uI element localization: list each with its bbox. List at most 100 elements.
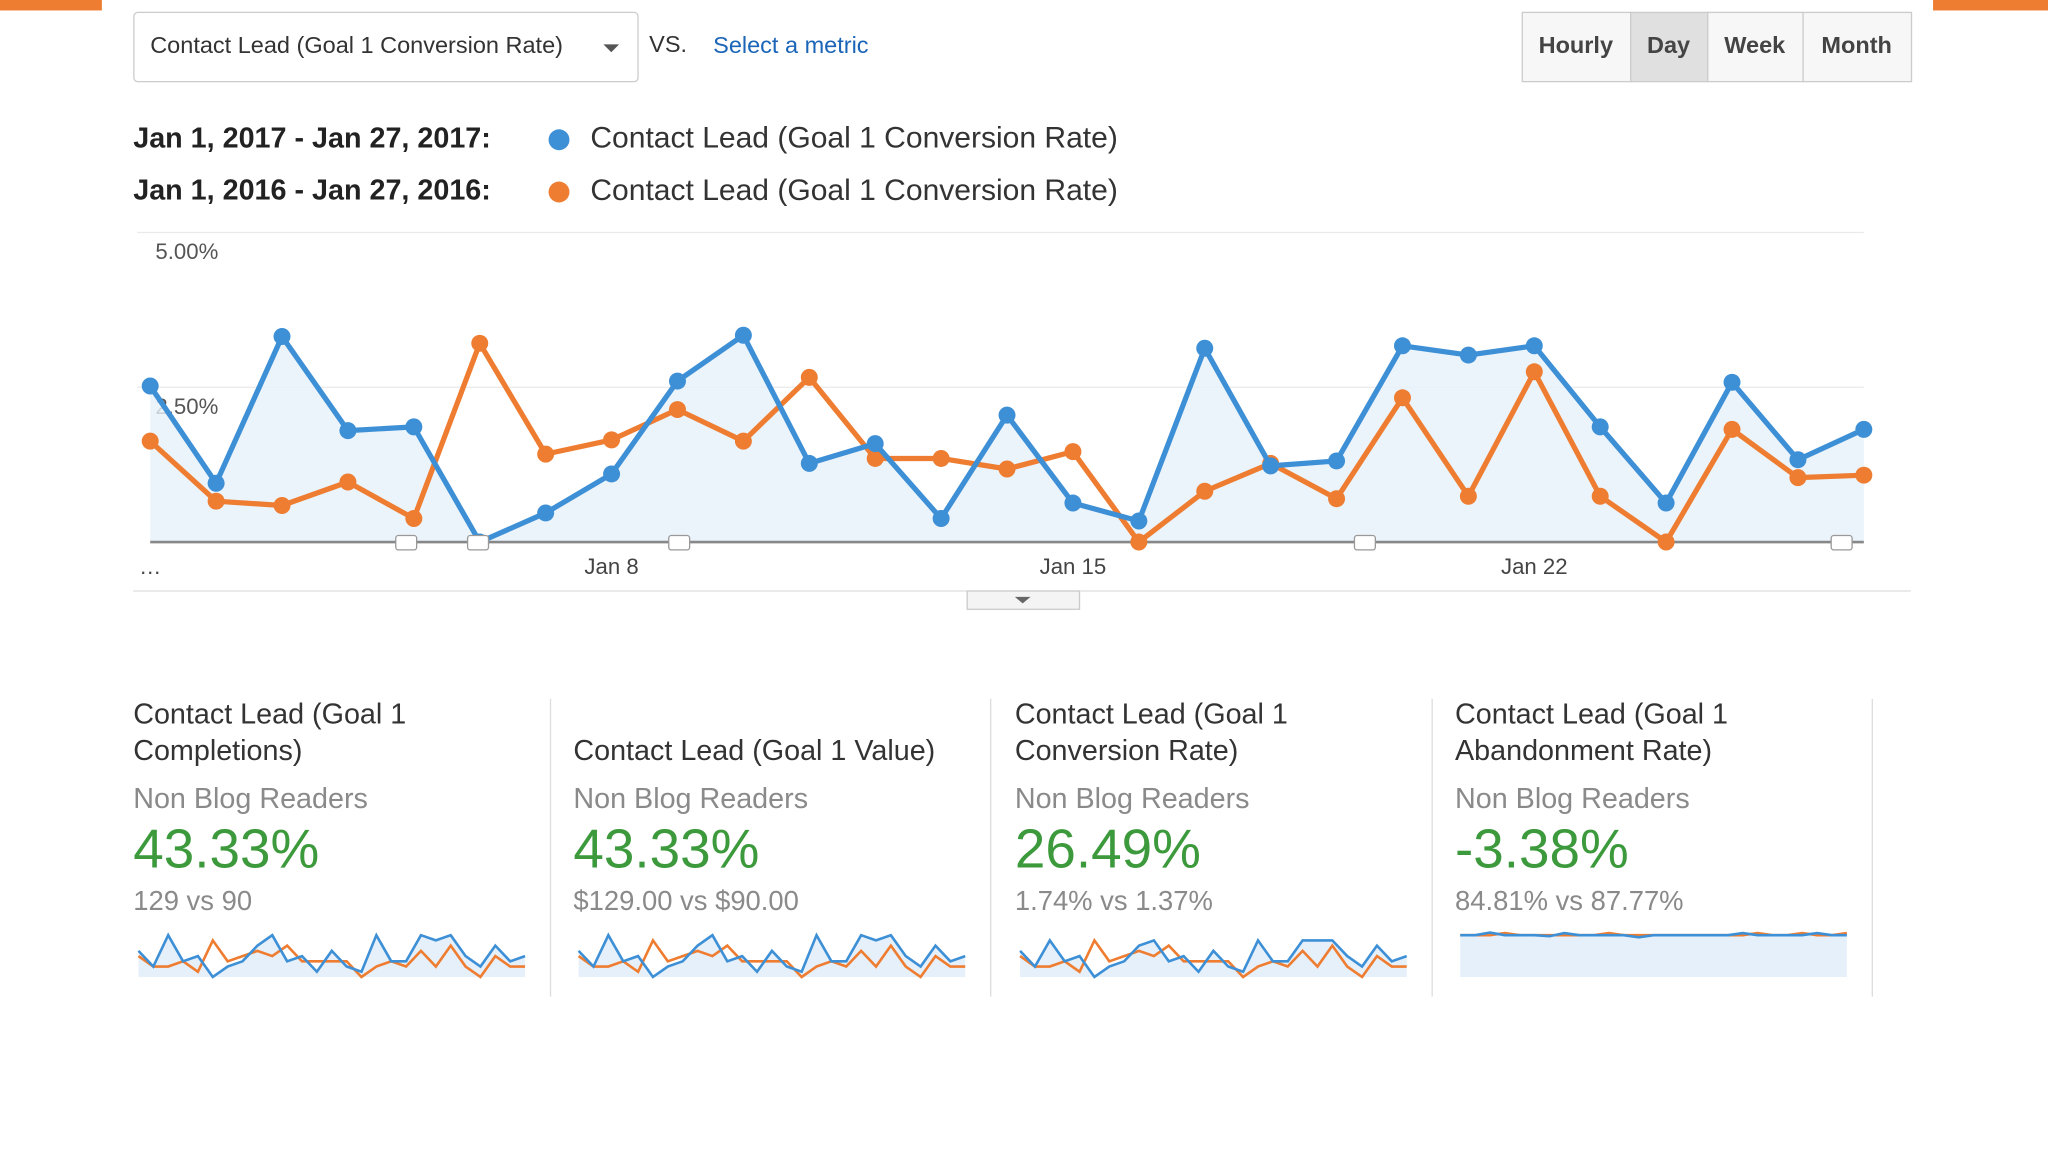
interval-button-label[interactable]: Day: [1647, 32, 1690, 58]
dropdown-caret: [603, 44, 620, 53]
data-point[interactable]: [273, 328, 291, 345]
data-point[interactable]: [866, 435, 884, 453]
data-point[interactable]: [1459, 487, 1477, 505]
data-point[interactable]: [1723, 420, 1741, 438]
data-point[interactable]: [1262, 457, 1280, 475]
data-point[interactable]: [1064, 494, 1082, 512]
card-segment: Non Blog Readers: [573, 783, 808, 815]
data-point[interactable]: [141, 432, 159, 450]
data-point[interactable]: [800, 454, 818, 472]
annotation-icon[interactable]: [395, 534, 418, 551]
scorecards: Contact Lead (Goal 1 Completions) Non Blog…: [133, 698, 1873, 997]
legend-name: Contact Lead (Goal 1 Conversion Rate): [590, 122, 1118, 155]
data-point[interactable]: [471, 334, 489, 352]
data-point[interactable]: [603, 431, 621, 449]
card-compare: 84.81% vs 87.77%: [1455, 885, 1684, 916]
card-change: 43.33%: [573, 817, 759, 879]
card-change: 43.33%: [133, 817, 319, 879]
x-tick-label: Jan 22: [1501, 554, 1568, 579]
data-point[interactable]: [800, 368, 818, 386]
data-point[interactable]: [1393, 389, 1411, 407]
card-change: -3.38%: [1455, 817, 1629, 879]
data-point[interactable]: [1328, 490, 1346, 508]
toggle-caret: [1014, 596, 1031, 604]
interval-button[interactable]: [1802, 11, 1913, 83]
card-compare: 129 vs 90: [133, 885, 252, 916]
accent-bar: [0, 0, 102, 11]
data-point[interactable]: [998, 460, 1016, 478]
sparkline: [1460, 931, 1847, 939]
interval-button-label[interactable]: Hourly: [1539, 32, 1613, 58]
dropdown-label[interactable]: Contact Lead (Goal 1 Conversion Rate): [150, 32, 563, 58]
data-point[interactable]: [998, 406, 1016, 424]
data-point[interactable]: [273, 497, 291, 515]
data-point[interactable]: [1130, 512, 1148, 530]
legend-swatch: [548, 129, 570, 151]
data-point[interactable]: [603, 465, 621, 483]
data-point[interactable]: [339, 473, 357, 491]
interval-button-label[interactable]: Week: [1724, 32, 1786, 58]
data-point[interactable]: [537, 504, 555, 522]
data-point[interactable]: [141, 377, 159, 395]
interval-button[interactable]: [1521, 11, 1632, 83]
accent-bar: [1933, 0, 2048, 11]
data-point[interactable]: [405, 510, 423, 528]
data-point[interactable]: [734, 326, 752, 344]
annotation-icon[interactable]: [1830, 534, 1853, 551]
card-segment: Non Blog Readers: [1015, 783, 1250, 815]
card-compare: $129.00 vs $90.00: [573, 885, 799, 916]
data-point[interactable]: [1196, 482, 1214, 500]
annotation-icon[interactable]: [668, 534, 691, 551]
data-point[interactable]: [734, 432, 752, 450]
data-point[interactable]: [1064, 443, 1082, 461]
data-point[interactable]: [1591, 487, 1609, 505]
data-point[interactable]: [405, 418, 423, 436]
x-tick-label: Jan 8: [584, 554, 638, 579]
card-change: 26.49%: [1015, 817, 1201, 879]
x-tick-label: Jan 15: [1040, 554, 1107, 579]
data-point[interactable]: [1657, 494, 1675, 512]
data-point[interactable]: [866, 449, 884, 467]
data-point[interactable]: [207, 474, 225, 492]
line-chart: 2.50%5.00%… Jan 8 Jan 15 Jan 22: [137, 231, 1873, 579]
data-point[interactable]: [1328, 452, 1346, 470]
data-point[interactable]: [668, 372, 686, 390]
data-point[interactable]: [932, 449, 950, 467]
sparkline: [577, 932, 966, 979]
data-point[interactable]: [1130, 533, 1148, 551]
data-point[interactable]: [1657, 533, 1675, 551]
interval-button[interactable]: [1707, 11, 1804, 83]
data-point[interactable]: [1393, 337, 1411, 355]
interval-buttons: Hourly Day Week Month: [1521, 11, 1913, 83]
annotation-icon[interactable]: [1353, 534, 1376, 551]
data-point[interactable]: [1525, 363, 1543, 381]
vs-label: VS.: [649, 31, 687, 57]
data-point[interactable]: [1591, 418, 1609, 436]
sparkline-area: [1020, 940, 1407, 977]
data-point[interactable]: [207, 492, 225, 510]
metric-dropdown[interactable]: Contact Lead (Goal 1 Conversion Rate): [133, 11, 639, 83]
data-point[interactable]: [1855, 466, 1873, 484]
card-compare: 1.74% vs 1.37%: [1015, 885, 1213, 916]
card-segment: Non Blog Readers: [1455, 783, 1690, 815]
data-point[interactable]: [1525, 337, 1543, 355]
data-point[interactable]: [1723, 373, 1741, 391]
select-metric-link[interactable]: Select a metric: [713, 32, 869, 58]
interval-button[interactable]: [1630, 11, 1709, 83]
data-point[interactable]: [1196, 339, 1214, 357]
data-point[interactable]: [932, 510, 950, 528]
interval-button-label[interactable]: Month: [1821, 32, 1891, 58]
annotation-toggle[interactable]: [966, 590, 1081, 610]
data-point[interactable]: [1855, 420, 1873, 438]
data-point[interactable]: [1459, 346, 1477, 364]
data-point[interactable]: [537, 445, 555, 463]
sparkline-area: [1460, 932, 1847, 977]
annotation-icon[interactable]: [466, 534, 490, 551]
data-point[interactable]: [1789, 451, 1807, 469]
card-title: Completions): [133, 735, 302, 767]
data-point[interactable]: [668, 401, 686, 419]
data-point[interactable]: [1789, 469, 1807, 487]
dropdown-box[interactable]: [133, 11, 639, 83]
data-point[interactable]: [339, 422, 357, 440]
